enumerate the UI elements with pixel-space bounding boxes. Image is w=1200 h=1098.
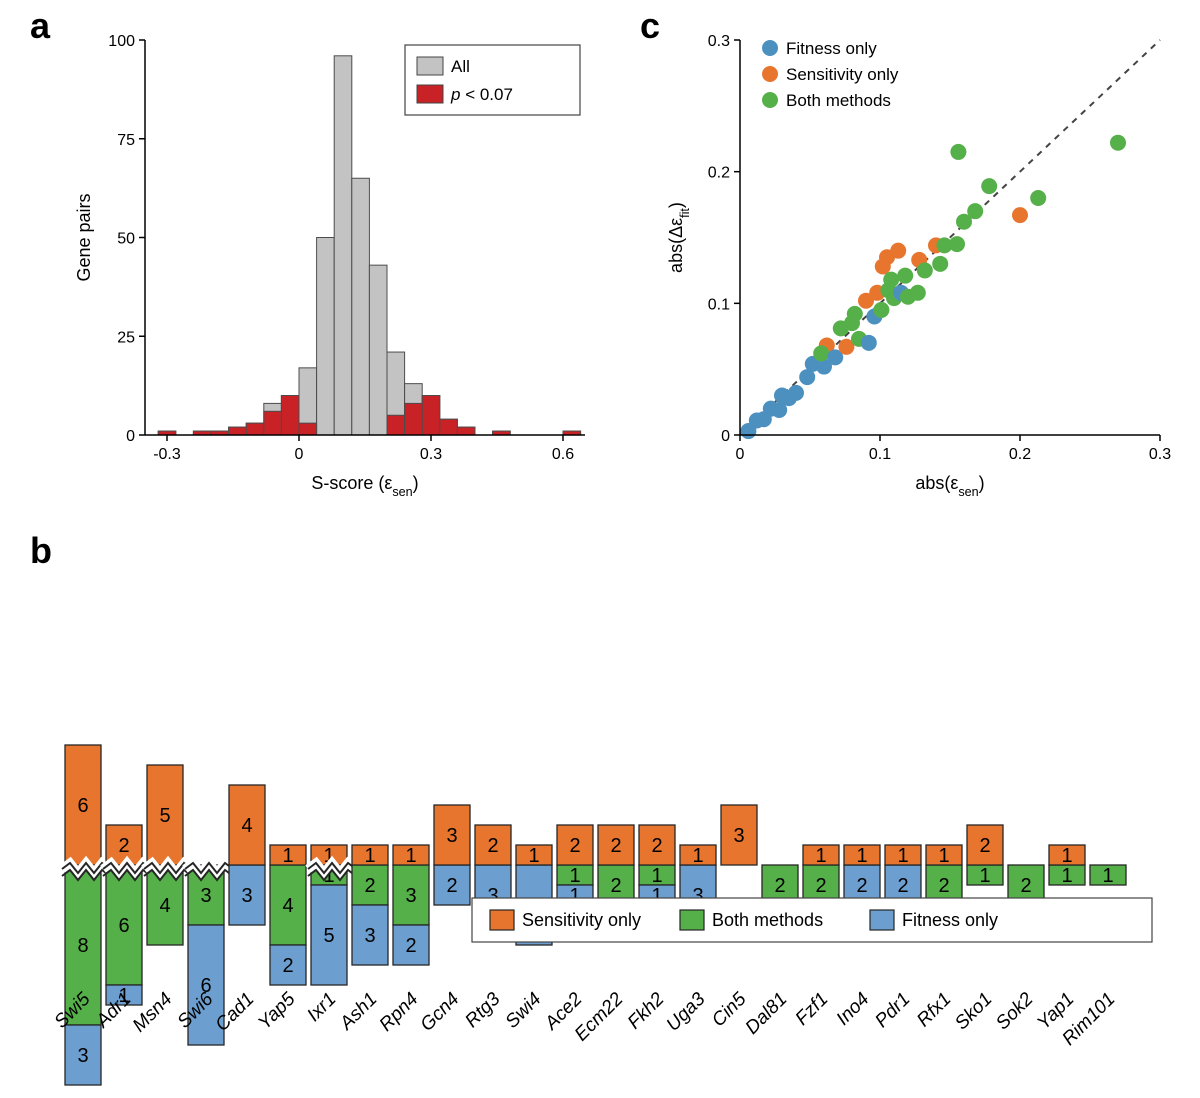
svg-text:1: 1	[405, 845, 416, 867]
svg-text:3: 3	[446, 825, 457, 847]
svg-text:2: 2	[856, 875, 867, 897]
svg-text:2: 2	[815, 875, 826, 897]
svg-text:2: 2	[774, 875, 785, 897]
svg-text:2: 2	[610, 835, 621, 857]
svg-text:0.3: 0.3	[708, 33, 730, 50]
svg-text:8: 8	[77, 935, 88, 957]
svg-text:Ixr1: Ixr1	[303, 989, 340, 1026]
svg-text:abs(Δεfit): abs(Δεfit)	[666, 202, 692, 273]
svg-text:3: 3	[364, 925, 375, 947]
svg-text:Fitness only: Fitness only	[786, 39, 877, 58]
svg-text:1: 1	[979, 865, 990, 887]
svg-text:-0.3: -0.3	[153, 446, 181, 463]
svg-text:2: 2	[405, 935, 416, 957]
svg-text:0: 0	[295, 446, 304, 463]
svg-text:2: 2	[118, 835, 129, 857]
svg-text:2: 2	[364, 875, 375, 897]
svg-text:Gene pairs: Gene pairs	[74, 193, 94, 281]
svg-text:Both methods: Both methods	[712, 910, 823, 930]
svg-text:Fitness only: Fitness only	[902, 910, 998, 930]
svg-text:Ash1: Ash1	[335, 989, 381, 1035]
svg-text:2: 2	[979, 835, 990, 857]
svg-text:1: 1	[692, 845, 703, 867]
svg-text:6: 6	[118, 915, 129, 937]
svg-text:2: 2	[610, 875, 621, 897]
svg-text:Yap5: Yap5	[254, 988, 300, 1034]
svg-text:Pdr1: Pdr1	[871, 989, 914, 1032]
svg-text:3: 3	[733, 825, 744, 847]
panel-b-barchart: 836Swi5612Adr145Msn436Swi634Cad1421Yap51…	[20, 580, 1180, 1090]
svg-text:Swi4: Swi4	[502, 989, 546, 1033]
svg-text:S-score (εsen): S-score (εsen)	[311, 473, 418, 499]
svg-text:0.3: 0.3	[1149, 446, 1171, 463]
svg-text:0.2: 0.2	[708, 165, 730, 182]
svg-text:Sko1: Sko1	[951, 989, 996, 1034]
svg-text:Rpn4: Rpn4	[376, 989, 423, 1036]
panel-c-scatter: 0 0.1 0.2 0.3 0 0.1 0.2 0.3 abs(εsen) abs(Δεfit) F…	[650, 10, 1190, 510]
svg-text:25: 25	[117, 329, 135, 346]
svg-text:1: 1	[364, 845, 375, 867]
svg-text:75: 75	[117, 132, 135, 149]
svg-text:Sensitivity only: Sensitivity only	[786, 65, 899, 84]
svg-text:1: 1	[569, 865, 580, 887]
svg-text:1: 1	[1102, 865, 1113, 887]
svg-text:3: 3	[200, 885, 211, 907]
svg-text:1: 1	[1061, 845, 1072, 867]
panel-b-label: b	[30, 530, 52, 572]
svg-text:3: 3	[405, 885, 416, 907]
svg-text:4: 4	[159, 895, 170, 917]
svg-text:1: 1	[815, 845, 826, 867]
svg-text:2: 2	[1020, 875, 1031, 897]
svg-text:1: 1	[1061, 865, 1072, 887]
panel-a-histogram: -0.3 0 0.3 0.6 0 25 50 75 100 S-score (εsen) Gene …	[60, 10, 620, 510]
svg-text:1: 1	[528, 845, 539, 867]
svg-text:0.3: 0.3	[420, 446, 442, 463]
svg-text:Rtg3: Rtg3	[461, 988, 505, 1032]
svg-text:1: 1	[938, 845, 949, 867]
svg-text:Sok2: Sok2	[992, 988, 1038, 1034]
svg-text:2: 2	[487, 835, 498, 857]
svg-text:6: 6	[77, 795, 88, 817]
svg-text:5: 5	[323, 925, 334, 947]
svg-text:50: 50	[117, 231, 135, 248]
svg-text:Rfx1: Rfx1	[913, 989, 955, 1031]
svg-text:0.1: 0.1	[708, 296, 730, 313]
svg-text:2: 2	[282, 955, 293, 977]
svg-text:2: 2	[569, 835, 580, 857]
svg-text:p < 0.07: p < 0.07	[450, 85, 513, 104]
svg-text:1: 1	[282, 845, 293, 867]
svg-text:0.1: 0.1	[869, 446, 891, 463]
svg-text:Both methods: Both methods	[786, 91, 891, 110]
panel-a-label: a	[30, 5, 50, 47]
svg-text:2: 2	[651, 835, 662, 857]
svg-text:4: 4	[282, 895, 293, 917]
svg-text:3: 3	[77, 1045, 88, 1067]
svg-text:0: 0	[721, 428, 730, 445]
svg-text:0.2: 0.2	[1009, 446, 1031, 463]
svg-text:Sensitivity only: Sensitivity only	[522, 910, 641, 930]
svg-text:0: 0	[736, 446, 745, 463]
svg-text:100: 100	[108, 33, 135, 50]
svg-text:Ino4: Ino4	[833, 989, 874, 1030]
svg-text:0: 0	[126, 428, 135, 445]
svg-text:1: 1	[856, 845, 867, 867]
svg-text:1: 1	[897, 845, 908, 867]
svg-text:2: 2	[897, 875, 908, 897]
svg-text:4: 4	[241, 815, 252, 837]
svg-text:Fkh2: Fkh2	[624, 988, 669, 1033]
svg-text:Uga3: Uga3	[663, 988, 710, 1035]
svg-text:3: 3	[241, 885, 252, 907]
svg-text:5: 5	[159, 805, 170, 827]
svg-text:1: 1	[651, 865, 662, 887]
svg-text:All: All	[451, 57, 470, 76]
svg-text:Gcn4: Gcn4	[417, 989, 464, 1036]
svg-text:Dal81: Dal81	[742, 989, 792, 1039]
svg-text:2: 2	[938, 875, 949, 897]
svg-text:0.6: 0.6	[552, 446, 574, 463]
svg-text:Fzf1: Fzf1	[792, 989, 833, 1030]
svg-text:2: 2	[446, 875, 457, 897]
svg-text:abs(εsen): abs(εsen)	[915, 473, 984, 499]
